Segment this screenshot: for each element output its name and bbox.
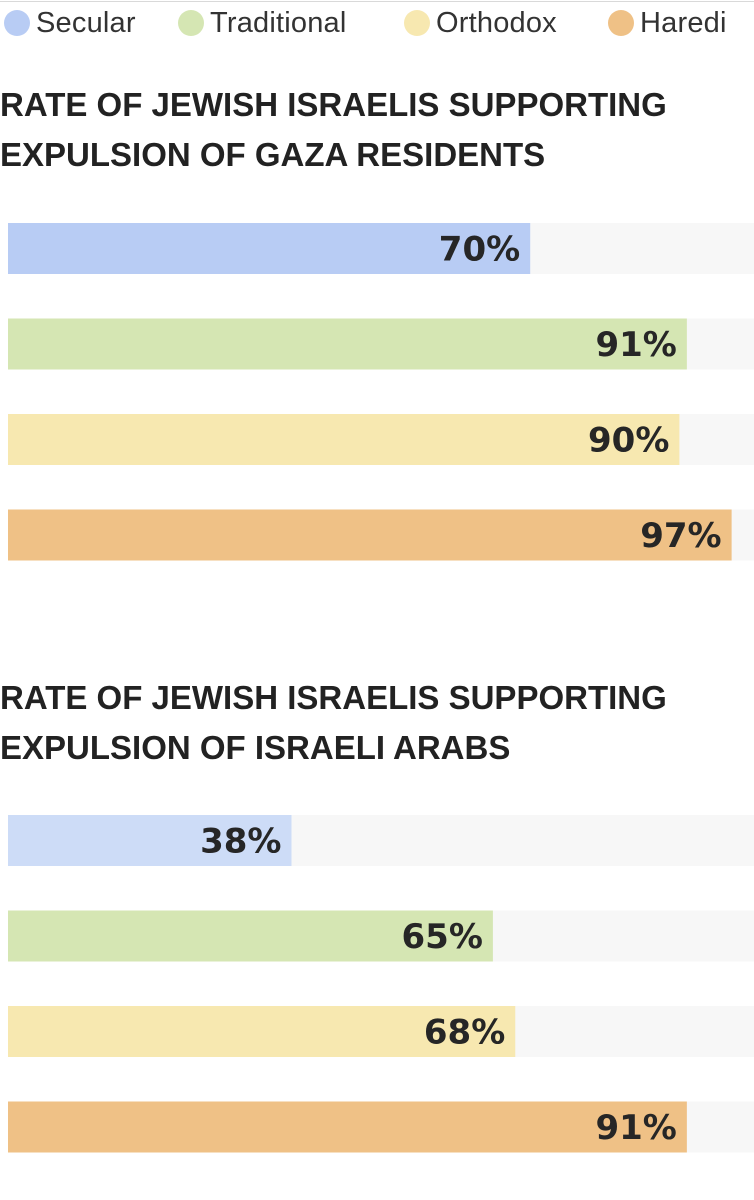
legend-item-haredi: Haredi bbox=[608, 6, 727, 39]
legend-label-orthodox: Orthodox bbox=[436, 6, 557, 39]
bar-label-orthodox: 90% bbox=[588, 421, 669, 461]
bar-label-traditional: 91% bbox=[595, 325, 676, 365]
legend-item-traditional: Traditional bbox=[178, 6, 347, 39]
legend-dot-haredi-icon bbox=[608, 10, 634, 36]
legend-item-orthodox: Orthodox bbox=[404, 6, 557, 39]
bar-traditional bbox=[8, 318, 687, 370]
legend: Secular Traditional Orthodox Haredi bbox=[0, 0, 754, 44]
bar-label-secular: 70% bbox=[439, 230, 520, 270]
bar-secular bbox=[8, 223, 531, 274]
bar-orthodox bbox=[8, 1006, 516, 1057]
legend-divider bbox=[0, 1, 754, 2]
bar-haredi bbox=[8, 509, 732, 561]
legend-dot-orthodox-icon bbox=[404, 10, 430, 36]
chart-2-title: RATE OF JEWISH ISRAELIS SUPPORTING EXPUL… bbox=[0, 673, 754, 773]
bar-label-haredi: 97% bbox=[640, 516, 721, 556]
bar-label-haredi: 91% bbox=[595, 1108, 676, 1148]
bar-secular bbox=[8, 815, 292, 866]
chart-1-gaza-residents: 70% 91% 90% 97% bbox=[8, 223, 754, 561]
chart-1-title-line-1: RATE OF JEWISH ISRAELIS SUPPORTING bbox=[0, 86, 667, 123]
chart-1-title-line-2: EXPULSION OF GAZA RESIDENTS bbox=[0, 136, 546, 173]
chart-2-israeli-arabs: 38% 65% 68% 91% bbox=[8, 815, 754, 1153]
legend-item-secular: Secular bbox=[4, 6, 136, 39]
bar-orthodox bbox=[8, 414, 680, 465]
bar-haredi bbox=[8, 1101, 687, 1153]
legend-label-secular: Secular bbox=[36, 6, 136, 39]
chart-1-title: RATE OF JEWISH ISRAELIS SUPPORTING EXPUL… bbox=[0, 80, 754, 180]
legend-dot-traditional-icon bbox=[178, 10, 204, 36]
bar-label-orthodox: 68% bbox=[424, 1013, 505, 1053]
legend-label-haredi: Haredi bbox=[640, 6, 727, 39]
legend-label-traditional: Traditional bbox=[210, 6, 347, 39]
bar-label-traditional: 65% bbox=[402, 917, 483, 957]
bar-label-secular: 38% bbox=[200, 822, 281, 862]
bar-traditional bbox=[8, 910, 493, 962]
chart-2-title-line-2: EXPULSION OF ISRAELI ARABS bbox=[0, 729, 511, 766]
legend-dot-secular-icon bbox=[4, 10, 30, 36]
chart-2-title-line-1: RATE OF JEWISH ISRAELIS SUPPORTING bbox=[0, 679, 667, 716]
